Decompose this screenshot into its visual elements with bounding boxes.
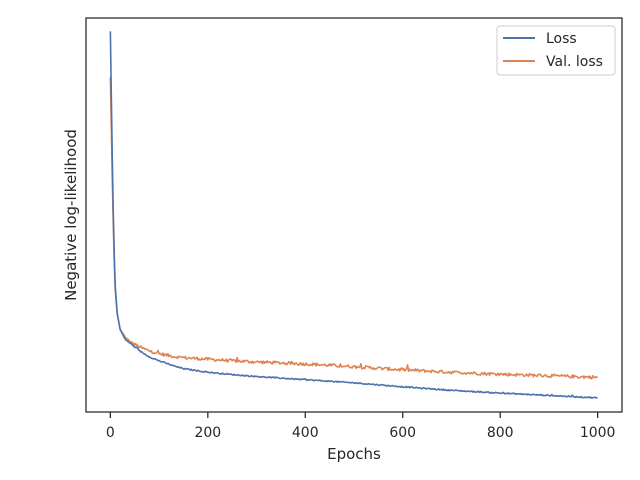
x-tick-label: 400 (292, 425, 319, 441)
series-line-val-loss (109, 77, 598, 380)
y-axis-label: Negative log-likelihood (62, 129, 80, 301)
x-tick-label: 800 (487, 425, 514, 441)
x-ticks: 0 200 400 600 800 1000 (106, 412, 616, 441)
legend-label-val-loss: Val. loss (546, 54, 603, 70)
legend: Loss Val. loss (496, 25, 616, 76)
series-layer (109, 31, 598, 399)
x-tick-label: 600 (389, 425, 416, 441)
x-tick-label: 200 (194, 425, 221, 441)
x-axis-label: Epochs (327, 445, 381, 463)
legend-label-loss: Loss (546, 31, 577, 47)
series-line-loss (109, 31, 598, 399)
plot-area (85, 17, 623, 413)
x-tick-label: 0 (106, 425, 115, 441)
x-tick-label: 1000 (580, 425, 616, 441)
